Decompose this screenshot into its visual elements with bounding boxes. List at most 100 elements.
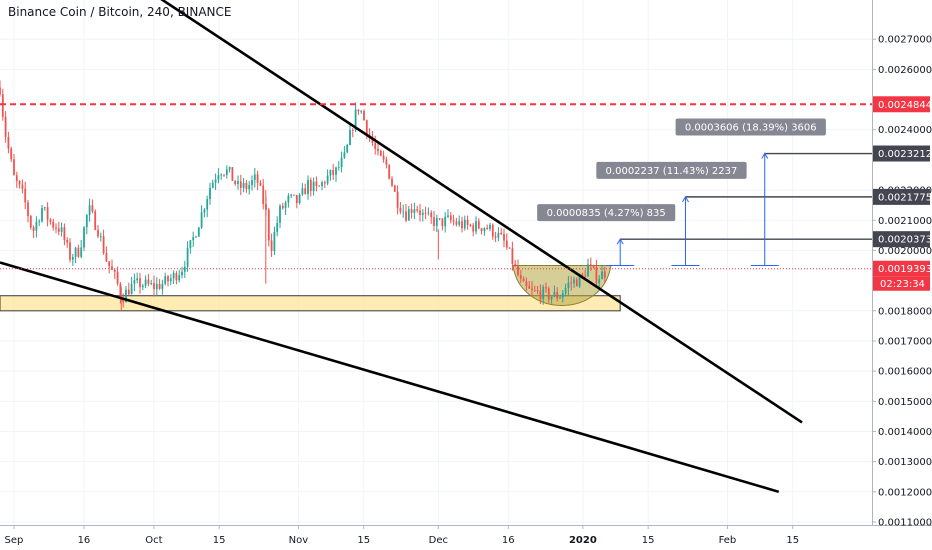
candle-body: [133, 280, 136, 284]
candle-body: [125, 289, 127, 303]
candle-body: [410, 209, 413, 213]
candle-body: [349, 130, 351, 145]
candle-body: [382, 155, 385, 160]
candle-body: [290, 194, 293, 196]
candle-body: [575, 279, 578, 287]
candle-body: [343, 152, 346, 158]
candle-body: [570, 282, 573, 284]
candle-body: [589, 264, 592, 266]
x-tick-label: 16: [502, 535, 515, 546]
candle-body: [522, 278, 525, 282]
candle-body: [598, 279, 601, 284]
candle-body: [525, 281, 528, 287]
candle-body: [97, 229, 99, 237]
candle-body: [0, 87, 1, 95]
candle-body: [545, 286, 547, 289]
candle-body: [388, 164, 391, 179]
candle-body: [158, 283, 161, 289]
measurements: 0.0000835 (4.27%) 835 0.0002237 (11.43%) …: [537, 118, 872, 267]
candle-body: [10, 148, 13, 160]
y-tick-label: 0.0018000: [878, 306, 932, 317]
candle-body: [217, 175, 220, 180]
candle-body: [405, 211, 407, 221]
candle-body: [130, 283, 133, 295]
candle-body: [80, 247, 83, 257]
candle-body: [111, 266, 113, 270]
grid-lines: [0, 0, 872, 525]
candle-body: [136, 278, 139, 281]
candle-body: [399, 207, 402, 212]
candle-body: [41, 208, 43, 222]
candle-body: [318, 185, 321, 187]
candle-body: [116, 271, 119, 284]
candle-body: [528, 286, 531, 289]
candle-body: [284, 202, 287, 209]
candle-body: [416, 209, 419, 211]
candle-body: [195, 236, 197, 238]
countdown-box: [873, 276, 930, 291]
candle-body: [438, 218, 441, 220]
target-price-tag-box: [873, 231, 930, 248]
candle-body: [494, 236, 497, 238]
candle-body: [270, 240, 273, 252]
candle-body: [32, 227, 35, 231]
y-tick-label: 0.0011000: [878, 517, 932, 528]
candle-body: [189, 240, 192, 249]
countdown-label: 02:23:34: [880, 279, 925, 290]
candle-body: [66, 240, 69, 243]
x-tick-label: Sep: [5, 535, 24, 546]
y-tick-label: 0.0013000: [878, 457, 932, 468]
time-axis[interactable]: Sep 16 Oct 15 Nov 15 Dec 16 2020 15 Feb 15: [5, 525, 800, 546]
candle-body: [542, 286, 545, 300]
candle-body: [169, 278, 172, 282]
candle-body: [340, 157, 343, 168]
candle-body: [307, 179, 309, 195]
candle-body: [57, 228, 60, 232]
candle-body: [402, 211, 405, 213]
candle-body: [365, 120, 368, 135]
price-tags: 0.00248440.00232120.00217750.00203730.00…: [873, 96, 932, 291]
candle-body: [374, 143, 377, 149]
candle-body: [211, 182, 214, 188]
candle-body: [301, 188, 304, 195]
candle-body: [108, 261, 111, 267]
candle-body: [7, 136, 10, 149]
measure-label: 0.0000835 (4.27%) 835: [547, 208, 666, 219]
candle-body: [248, 185, 251, 190]
candle-body: [49, 219, 52, 222]
candle-body: [531, 288, 533, 290]
candle-body: [273, 232, 276, 252]
candle-body: [379, 150, 382, 156]
candle-body: [539, 290, 542, 300]
candle-body: [94, 211, 97, 230]
candle-body: [472, 225, 475, 232]
x-tick-label: 15: [357, 535, 370, 546]
candle-body: [505, 240, 508, 248]
candle-body: [461, 221, 463, 229]
candle-body: [514, 263, 517, 266]
candle-body: [15, 175, 18, 181]
candle-body: [279, 205, 281, 223]
candle-body: [533, 289, 536, 291]
candle-body: [225, 169, 228, 176]
candle-body: [153, 283, 155, 290]
candle-body: [508, 247, 511, 249]
measure-arrow-head: [616, 238, 624, 245]
candle-body: [276, 222, 279, 233]
candle-body: [71, 256, 74, 260]
candle-body: [52, 221, 55, 228]
candle-body: [486, 227, 489, 230]
candle-body: [155, 283, 158, 290]
price-axis[interactable]: 0.0011000 0.0012000 0.0013000 0.0014000 0.00…: [872, 35, 932, 529]
y-tick-label: 0.0017000: [878, 336, 932, 347]
candle-body: [419, 210, 421, 215]
candle-body: [253, 174, 256, 181]
candle-body: [203, 209, 206, 213]
cup-pattern: [512, 265, 612, 306]
candle-body: [27, 202, 29, 217]
candle-body: [175, 273, 178, 281]
candle-body: [413, 209, 416, 213]
candle-body: [559, 297, 561, 299]
x-tick-label: Nov: [289, 535, 309, 546]
